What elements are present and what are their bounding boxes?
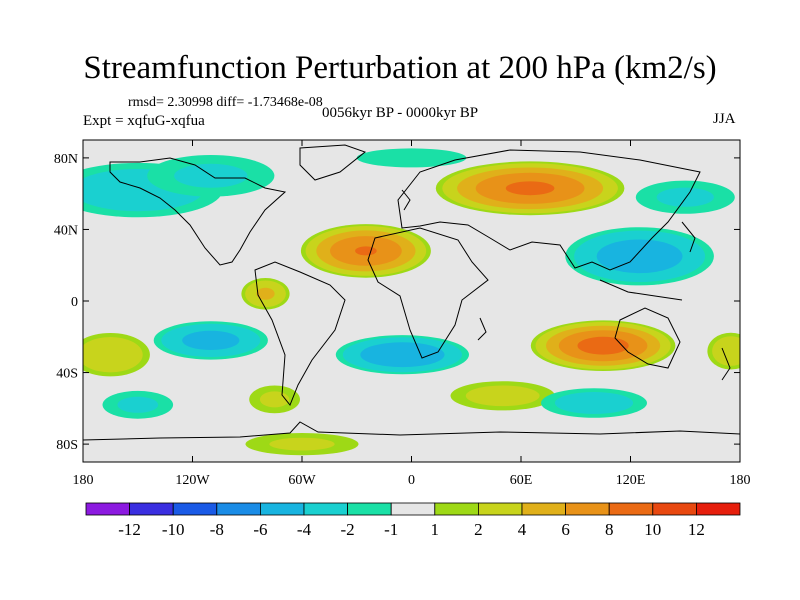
y-tick-label-3: 40S: [56, 367, 78, 382]
colorbar-box-7: [390, 502, 436, 516]
season-label: JJA: [713, 111, 736, 127]
contour-center-6-level--2: [656, 187, 714, 207]
coastline-uk: [401, 189, 411, 211]
coastline-eurasia: [397, 149, 701, 271]
colorbar-label-12: 10: [644, 520, 661, 539]
contour-center-9-level--4: [360, 342, 445, 368]
axis-layer: 180 120W 60W 0 60E 120E 180 80N 40N 0 40S 80S: [54, 140, 751, 488]
x-tick-label-5: 120E: [616, 473, 646, 488]
contour-center-13-level-2: [465, 385, 540, 407]
colorbar-box-5: [303, 502, 348, 516]
coastline-layer: [83, 144, 740, 441]
colorbar-box-11: [565, 502, 610, 516]
colorbar-box-1: [129, 502, 174, 516]
contour-center-4-level-8: [505, 181, 555, 196]
colorbar-box-10: [521, 502, 566, 516]
contour-center-3-level-8: [355, 246, 377, 256]
colorbar-box-3: [216, 502, 261, 516]
x-tick-label-1: 120W: [175, 473, 210, 488]
colorbar-label-5: -2: [341, 520, 355, 539]
colorbar-label-11: 8: [605, 520, 614, 539]
period-label: 0056kyr BP - 0000kyr BP: [322, 105, 479, 121]
x-tick-label-2: 60W: [288, 473, 316, 488]
coastline-indonesia: [599, 279, 683, 301]
colorbar-label-13: 12: [688, 520, 705, 539]
x-tick-label-0: 180: [73, 473, 94, 488]
colorbar-box-4: [259, 502, 305, 516]
coastline-north-america: [109, 157, 287, 266]
colorbar-box-8: [434, 502, 479, 516]
x-tick-label-3: 0: [408, 473, 415, 488]
x-tick-label-4: 60E: [510, 473, 533, 488]
coastline-south-america: [254, 261, 346, 406]
colorbar-label-4: -4: [297, 520, 312, 539]
experiment-label: Expt = xqfuG-xqfua: [83, 113, 205, 129]
coastline-japan: [681, 221, 696, 253]
colorbar-box-2: [172, 502, 218, 516]
x-tick-label-6: 180: [730, 473, 751, 488]
contour-center-5-level--4: [596, 239, 683, 274]
colorbar-label-6: -1: [384, 520, 398, 539]
colorbar-box-12: [608, 502, 654, 516]
coastline-madagascar: [477, 317, 487, 341]
stats-label: rmsd= 2.30998 diff= -1.73468e-08: [128, 95, 323, 110]
y-tick-label-2: 0: [71, 295, 78, 310]
colorbar-label-1: -10: [162, 520, 185, 539]
contour-center-17-level-2: [269, 437, 335, 451]
colorbar-label-3: -6: [253, 520, 267, 539]
colorbar: -12 -10 -8 -6 -4 -2 -1 1 2 4 6 8 10 12: [85, 502, 741, 539]
colorbar-label-9: 4: [518, 520, 527, 539]
contour-center-2-level--1: [356, 148, 467, 168]
contour-center-7-level-4: [256, 287, 275, 300]
contour-center-10-level-8: [577, 336, 629, 355]
colorbar-box-6: [347, 502, 392, 516]
colorbar-label-0: -12: [118, 520, 141, 539]
colorbar-label-8: 2: [474, 520, 483, 539]
contour-center-8-level--4: [182, 330, 240, 350]
colorbar-label-10: 6: [561, 520, 570, 539]
coastline-antarctica: [83, 421, 740, 441]
contour-center-12-level-2: [712, 336, 740, 366]
field-layer: [83, 148, 740, 456]
y-tick-label-1: 40N: [54, 223, 78, 238]
coastline-greenland: [299, 144, 367, 181]
contour-center-11-level-2: [83, 337, 143, 373]
colorbar-label-2: -8: [210, 520, 224, 539]
colorbar-label-7: 1: [431, 520, 440, 539]
coastline-new-zealand: [721, 347, 731, 381]
coastline-africa: [367, 227, 489, 359]
contour-center-15-level--2: [117, 396, 159, 413]
colorbar-box-13: [652, 502, 697, 516]
contour-center-14-level--2: [554, 392, 634, 414]
chart-title: Streamfunction Perturbation at 200 hPa (…: [83, 50, 717, 86]
y-tick-label-0: 80N: [54, 152, 78, 167]
coastline-australia: [614, 307, 681, 369]
colorbar-box-14: [696, 502, 741, 516]
colorbar-box-0: [85, 502, 130, 516]
y-tick-label-4: 80S: [56, 438, 78, 453]
colorbar-box-9: [477, 502, 523, 516]
